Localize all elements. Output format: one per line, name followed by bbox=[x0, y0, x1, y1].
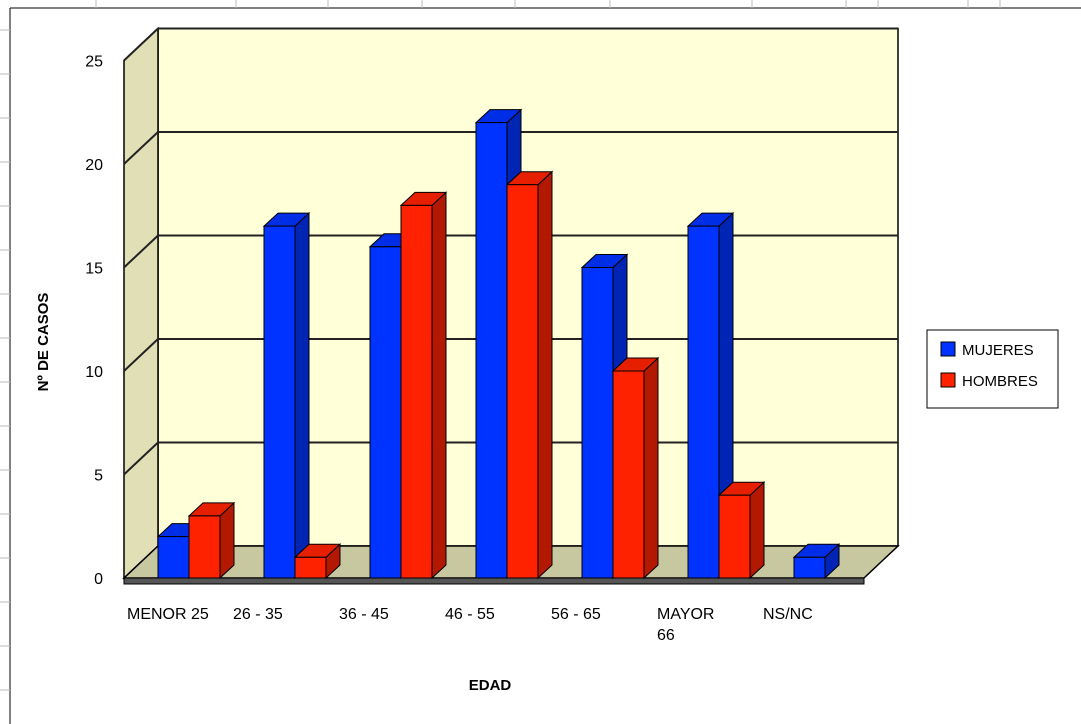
y-tick-label: 20 bbox=[85, 157, 103, 174]
y-axis-label: Nº DE CASOS bbox=[35, 293, 52, 392]
gridline-side bbox=[123, 338, 159, 372]
y-tick-label: 5 bbox=[94, 468, 103, 485]
x-tick-label: 26 - 35 bbox=[233, 606, 283, 623]
gridline-side bbox=[123, 234, 159, 269]
y-tick-label: 25 bbox=[85, 54, 103, 71]
x-tick-label: NS/NC bbox=[763, 606, 813, 623]
x-tick-label: 36 - 45 bbox=[339, 606, 389, 623]
y-tick-label: 10 bbox=[85, 364, 103, 381]
bars bbox=[156, 108, 841, 580]
legend-label-mujeres: MUJERES bbox=[962, 342, 1034, 359]
x-axis-ticks: MENOR 25 26 - 35 36 - 45 46 - 55 56 - 65 MAYO… bbox=[127, 606, 813, 644]
bar-mujeres-1 bbox=[262, 211, 311, 580]
side-wall bbox=[123, 26, 159, 580]
legend: MUJERES HOMBRES bbox=[926, 329, 1059, 409]
gridline-side bbox=[123, 27, 159, 62]
gridline-side bbox=[123, 441, 159, 476]
y-tick-label: 0 bbox=[94, 571, 103, 588]
x-tick-label: MENOR 25 bbox=[127, 606, 209, 623]
x-tick-label: MAYOR bbox=[657, 606, 714, 623]
legend-swatch-mujeres bbox=[940, 341, 956, 357]
bar-hombres-0 bbox=[187, 501, 236, 580]
bar-hombres-2 bbox=[399, 191, 448, 580]
gridline-side bbox=[123, 131, 159, 165]
bar-hombres-5 bbox=[717, 481, 766, 580]
x-axis-label: EDAD bbox=[469, 677, 512, 694]
y-tick-label: 15 bbox=[85, 261, 103, 278]
x-tick-label: 46 - 55 bbox=[445, 606, 495, 623]
x-tick-label: 56 - 65 bbox=[551, 606, 601, 623]
bar-hombres-3 bbox=[505, 170, 554, 580]
bar-hombres-1 bbox=[293, 543, 342, 580]
bar-mujeres-6 bbox=[792, 543, 841, 580]
x-tick-label: 66 bbox=[657, 627, 675, 644]
y-axis-ticks: 0 5 10 15 20 25 bbox=[85, 54, 103, 589]
floor-edge bbox=[123, 577, 865, 585]
legend-label-hombres: HOMBRES bbox=[962, 373, 1038, 390]
bar-hombres-4 bbox=[611, 356, 660, 580]
legend-swatch-hombres bbox=[940, 372, 956, 388]
